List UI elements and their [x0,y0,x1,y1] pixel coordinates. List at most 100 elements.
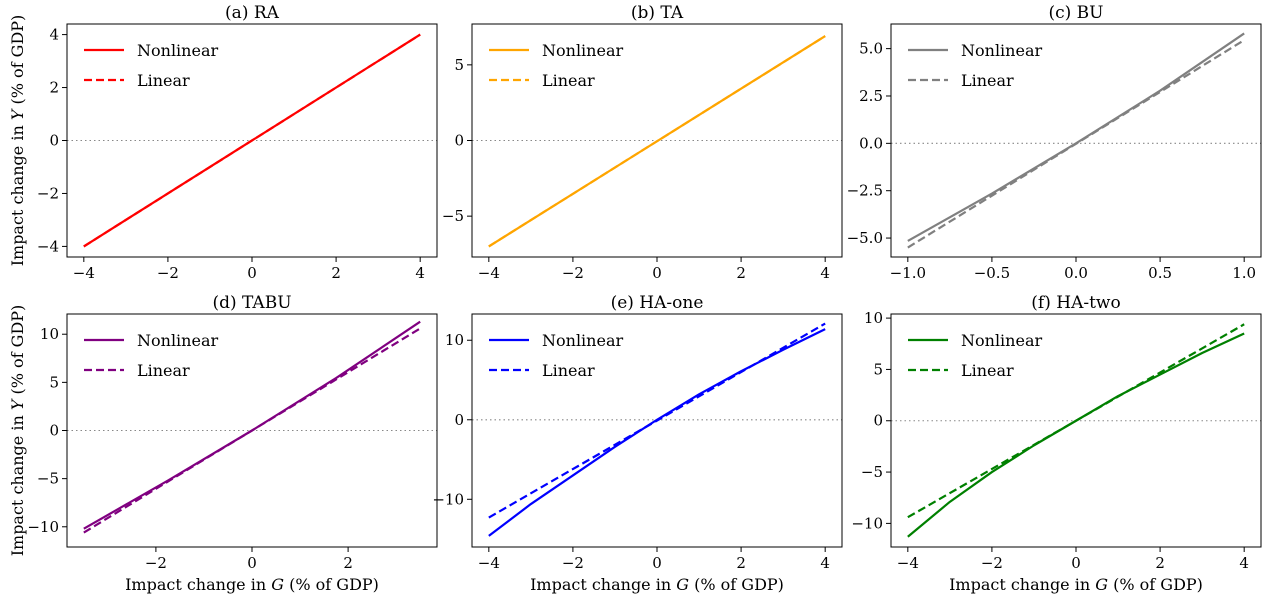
y-tick-label: −5 [442,207,464,225]
x-tick-label: −1.0 [890,264,926,282]
y-tick-label: 0.0 [859,134,883,152]
x-tick-label: 2 [343,554,353,572]
y-tick-label: 10 [40,325,59,343]
legend: Nonlinear Linear [84,41,218,90]
x-tick-label: −2 [157,264,179,282]
x-tick-label: 4 [415,264,425,282]
chart-title: (d) TABU [212,293,291,313]
y-tick-label: 10 [864,309,883,327]
x-tick-label: 0.0 [1064,264,1088,282]
x-tick-label: 0 [247,264,257,282]
y-tick-label: 0 [873,412,883,430]
y-axis-label: Impact change in Y (% of GDP) [8,15,27,267]
legend: Nonlinear Linear [908,331,1042,380]
chart-panel-b: (b) TA −4 −2 0 2 4 −5 0 5 Nonlinear Linear [442,3,843,282]
x-tick-label: −2 [562,554,584,572]
series-line-nonlinear [907,332,1245,538]
legend-label-nonlinear: Nonlinear [961,41,1042,60]
x-axis-label: Impact change in G (% of GDP) [949,575,1203,594]
x-tick-label: −2 [145,554,167,572]
chart-title: (f) HA-two [1031,293,1120,313]
x-axis-label: Impact change in G (% of GDP) [530,575,784,594]
chart-panel-e: (e) HA-one −4 −2 0 2 4 −10 0 10 Impact change in … [432,293,843,594]
x-tick-label: −4 [897,554,919,572]
chart-panel-c: (c) BU −1.0 −0.5 0.0 0.5 1.0 −5.0 −2.5 0.0 2.5 5.0… [847,3,1262,282]
x-tick-label: 0 [1071,554,1081,572]
legend-label-linear: Linear [137,71,190,90]
x-tick-label: 1.0 [1232,264,1256,282]
y-tick-label: −10 [851,514,883,532]
legend-label-nonlinear: Nonlinear [137,41,218,60]
series-line-linear [907,39,1245,249]
series-line-linear [907,323,1245,519]
y-tick-label: 5 [454,56,464,74]
legend-label-linear: Linear [961,361,1014,380]
x-tick-label: 4 [820,264,830,282]
legend-label-linear: Linear [961,71,1014,90]
y-tick-label: 5 [49,373,59,391]
chart-title: (a) RA [225,3,280,23]
y-axis-label: Impact change in Y (% of GDP) [8,305,27,557]
chart-title: (b) TA [631,3,684,23]
y-tick-label: 5.0 [859,40,883,58]
series-line-linear [83,33,421,248]
y-tick-label: 0 [49,132,59,150]
x-tick-label: 0 [247,554,257,572]
y-tick-label: −10 [27,518,59,536]
y-tick-label: −5 [861,463,883,481]
plot-frame [890,313,1262,548]
series-line-nonlinear [907,32,1245,242]
x-tick-label: 2 [736,554,746,572]
x-tick-label: 4 [1239,554,1249,572]
x-tick-label: 2 [736,264,746,282]
chart-title: (e) HA-one [611,293,704,313]
y-tick-label: −5 [37,470,59,488]
x-tick-label: −4 [73,264,95,282]
legend-label-nonlinear: Nonlinear [542,41,623,60]
series-line-nonlinear [83,320,421,530]
x-tick-label: 0 [652,264,662,282]
chart-panel-a: (a) RA −4 −2 0 2 4 −4 −2 0 2 4 Impact change in Y (… [8,3,438,282]
y-tick-label: 5 [873,360,883,378]
x-tick-label: −2 [981,554,1003,572]
series-line-linear [488,322,826,519]
x-tick-label: −2 [562,264,584,282]
legend: Nonlinear Linear [908,41,1042,90]
legend-label-nonlinear: Nonlinear [961,331,1042,350]
x-tick-label: −0.5 [974,264,1010,282]
x-axis-label: Impact change in G (% of GDP) [125,575,379,594]
legend: Nonlinear Linear [84,331,218,380]
series-line-nonlinear [488,328,826,537]
y-tick-label: −2.5 [847,182,883,200]
y-tick-label: 2 [49,79,59,97]
legend: Nonlinear Linear [489,331,623,380]
y-tick-label: 4 [49,26,59,44]
x-tick-label: 2 [1155,554,1165,572]
legend-label-linear: Linear [542,71,595,90]
y-tick-label: 0 [454,132,464,150]
y-tick-label: 10 [445,331,464,349]
y-tick-label: −10 [432,490,464,508]
y-tick-label: 2.5 [859,87,883,105]
y-tick-label: 0 [49,422,59,440]
x-tick-label: −4 [478,554,500,572]
x-tick-label: 0.5 [1148,264,1172,282]
x-tick-label: −4 [478,264,500,282]
x-tick-label: 2 [331,264,341,282]
y-tick-label: −5.0 [847,229,883,247]
legend: Nonlinear Linear [489,41,623,90]
legend-label-nonlinear: Nonlinear [542,331,623,350]
legend-label-linear: Linear [542,361,595,380]
y-tick-label: 0 [454,411,464,429]
series-line-linear [488,35,826,248]
y-tick-label: −2 [37,184,59,202]
chart-title: (c) BU [1048,3,1103,23]
x-tick-label: 4 [820,554,830,572]
legend-label-nonlinear: Nonlinear [137,331,218,350]
legend-label-linear: Linear [137,361,190,380]
y-tick-label: −4 [37,237,59,255]
x-tick-label: 0 [652,554,662,572]
chart-panel-f: (f) HA-two −4 −2 0 2 4 −10 −5 0 5 10 Impact change … [851,293,1262,594]
series-line-linear [83,327,421,534]
